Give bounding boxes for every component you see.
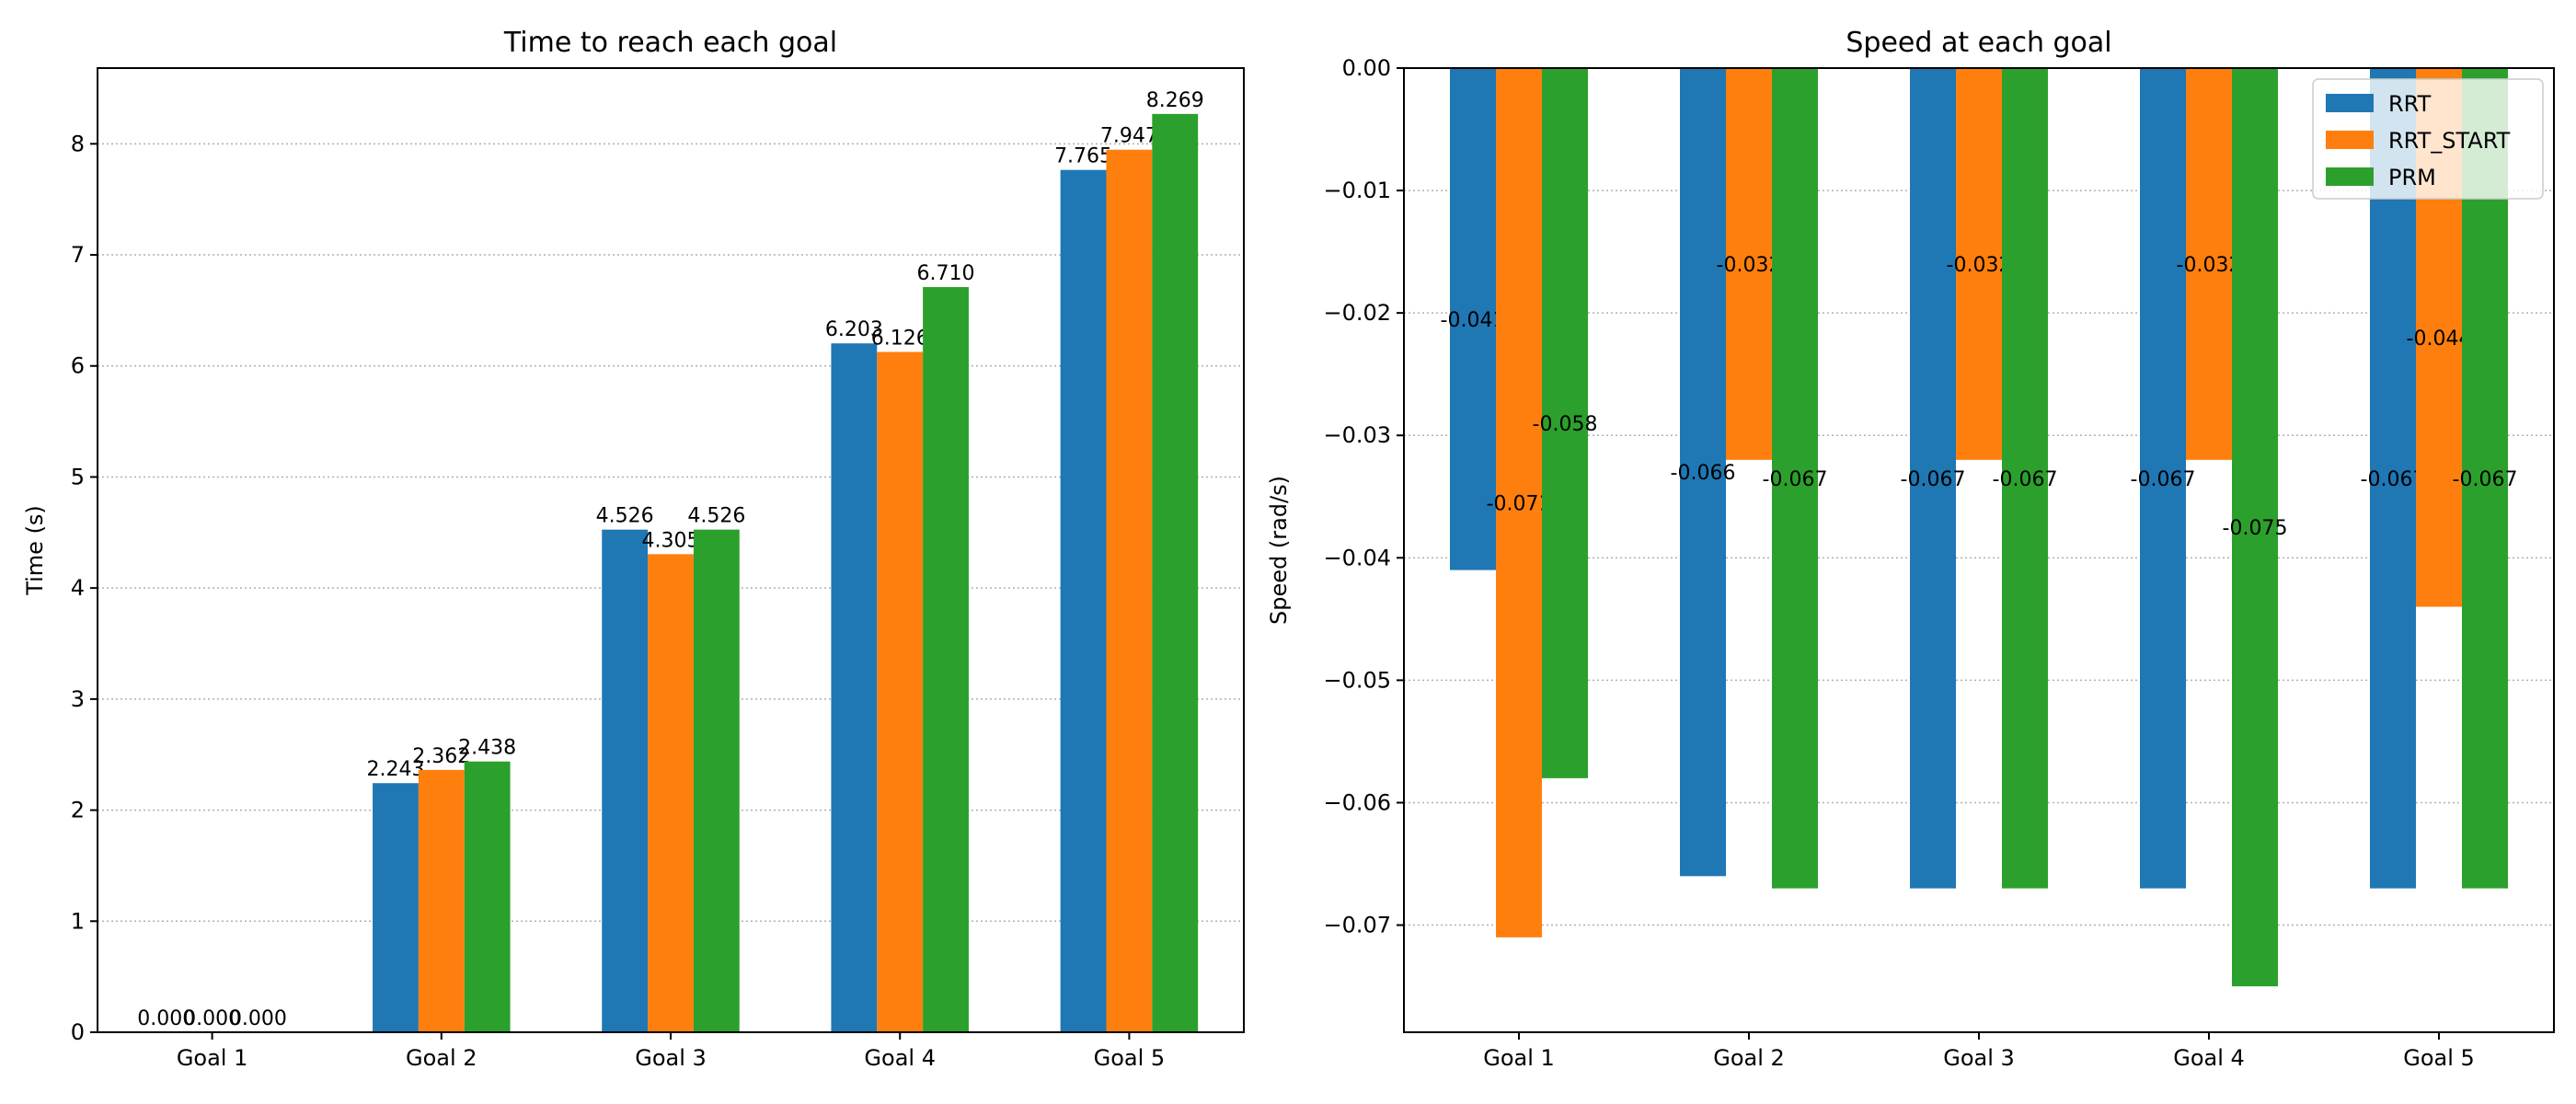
bar-prm (1772, 68, 1818, 889)
x-tick-label: Goal 4 (2173, 1045, 2245, 1071)
time-to-reach-goal-chart: 0 1 2 3 4 5 6 7 8 0.000 2.243 4.526 6.203 7.765 0.000 2… (22, 27, 1245, 1071)
y-tick-label: 3 (71, 686, 85, 712)
bar-rrt (2370, 68, 2416, 889)
x-tick-label: Goal 5 (2403, 1045, 2475, 1071)
bar-rrt (373, 783, 419, 1032)
legend-label: RRT_START (2388, 128, 2511, 154)
data-label: -0.032 (2177, 254, 2242, 277)
x-tick-label: Goal 2 (406, 1045, 477, 1071)
plot-frame (97, 67, 1245, 1033)
x-tick-label: Goal 2 (1713, 1045, 1785, 1071)
data-label: -0.058 (1533, 413, 1598, 436)
x-tick-label: Goal 1 (1483, 1045, 1555, 1071)
y-axis-label: Time (s) (22, 505, 48, 596)
bar-rrt-start (877, 351, 924, 1032)
data-label: -0.067 (1763, 468, 1828, 491)
y-axis-label: Speed (rad/s) (1266, 476, 1292, 625)
bar-prm (2232, 68, 2278, 987)
y-tick-label: 1 (71, 908, 85, 934)
y-tick-label: −0.01 (1323, 178, 1391, 203)
y-tick-label: 2 (71, 798, 85, 823)
bar-rrt (1910, 68, 1956, 889)
data-label: 2.243 (366, 758, 424, 781)
data-label: 2.438 (458, 737, 516, 760)
data-label: -0.071 (1487, 492, 1552, 515)
legend: RRT RRT_START PRM (2312, 78, 2544, 200)
data-label: -0.075 (2223, 517, 2288, 540)
x-tick-label: Goal 1 (177, 1045, 248, 1071)
y-tick-label: 7 (71, 242, 85, 268)
bar-rrt-start (1106, 149, 1153, 1032)
data-label: -0.032 (1947, 254, 2012, 277)
data-label: -0.041 (1441, 309, 1506, 332)
bar-rrt (1450, 68, 1496, 570)
bar-rrt (602, 529, 649, 1032)
data-label: -0.067 (2131, 468, 2196, 491)
data-label: 0.000 (137, 1007, 195, 1030)
legend-swatch (2326, 94, 2374, 112)
plot-frame (1403, 67, 2555, 1033)
data-label: -0.067 (1993, 468, 2058, 491)
y-tick-label: −0.07 (1323, 913, 1391, 938)
y-tick-label: 4 (71, 575, 85, 601)
bar-prm (2462, 68, 2508, 889)
bar-prm (2002, 68, 2048, 889)
data-label: 6.126 (871, 328, 929, 351)
data-label: 2.362 (412, 745, 470, 768)
bar-prm (464, 761, 511, 1032)
data-label: -0.067 (2453, 468, 2518, 491)
legend-label: RRT (2388, 91, 2432, 117)
data-label: 4.305 (642, 529, 700, 552)
bar-rrt (1680, 68, 1726, 877)
data-label: 8.269 (1146, 89, 1204, 112)
legend-swatch (2326, 131, 2374, 149)
chart-title: Speed at each goal (1846, 27, 2111, 59)
data-label: -0.067 (1901, 468, 1966, 491)
bar-prm (923, 287, 969, 1032)
y-tick-label: −0.03 (1323, 422, 1391, 448)
bar-prm (1542, 68, 1588, 778)
x-tick-label: Goal 3 (1943, 1045, 2015, 1071)
legend-label: PRM (2388, 165, 2436, 190)
data-label: 0.000 (229, 1007, 287, 1030)
y-tick-label: −0.05 (1323, 667, 1391, 693)
data-label: 7.765 (1054, 145, 1112, 168)
bar-rrt (1060, 169, 1107, 1033)
bar-rrt (831, 343, 878, 1032)
data-label: 6.710 (917, 262, 975, 285)
data-label: -0.032 (1717, 254, 1782, 277)
data-label: -0.066 (1671, 462, 1736, 485)
data-label: 4.526 (687, 505, 745, 528)
bar-rrt-start (418, 769, 465, 1032)
bar-rrt-start (1956, 68, 2002, 460)
y-tick-label: −0.02 (1323, 300, 1391, 326)
y-tick-label: 5 (71, 464, 85, 489)
x-tick-label: Goal 5 (1094, 1045, 1166, 1071)
x-tick-label: Goal 3 (635, 1045, 707, 1071)
x-tick-label: Goal 4 (864, 1045, 936, 1071)
data-label: 6.203 (825, 318, 883, 341)
data-label: -0.067 (2361, 468, 2426, 491)
bar-prm (1152, 113, 1199, 1032)
y-tick-label: 6 (71, 353, 85, 379)
bar-rrt-start (2186, 68, 2232, 460)
bar-rrt (2140, 68, 2186, 889)
data-label: -0.044 (2407, 328, 2472, 351)
data-label: 0.000 (183, 1007, 241, 1030)
data-label: 4.526 (596, 505, 654, 528)
legend-swatch (2326, 167, 2374, 186)
data-label: 7.947 (1100, 125, 1158, 148)
y-tick-label: 8 (71, 131, 85, 156)
y-tick-label: 0.00 (1342, 55, 1391, 81)
y-tick-label: −0.06 (1323, 789, 1391, 815)
bar-rrt-start (1496, 68, 1542, 937)
bar-rrt-start (1726, 68, 1772, 460)
y-tick-label: −0.04 (1323, 545, 1391, 570)
speed-at-goal-chart: 0.00 −0.01 −0.02 −0.03 −0.04 −0.05 −0.06 −0.07 -… (1266, 27, 2555, 1071)
bar-rrt-start (648, 554, 694, 1032)
y-tick-label: 0 (71, 1019, 85, 1045)
chart-title: Time to reach each goal (503, 27, 837, 59)
bar-prm (693, 529, 740, 1032)
